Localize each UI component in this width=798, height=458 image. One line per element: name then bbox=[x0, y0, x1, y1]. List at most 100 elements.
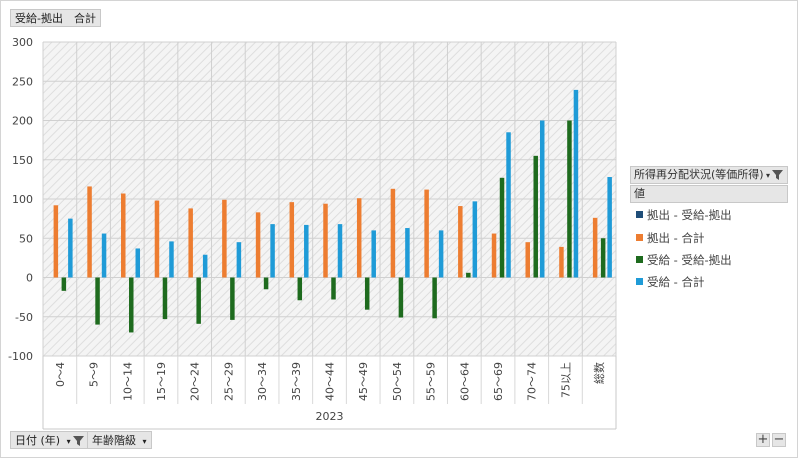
bar[interactable] bbox=[53, 205, 59, 278]
bar[interactable] bbox=[169, 241, 174, 278]
bar[interactable] bbox=[236, 242, 242, 278]
legend-values-button[interactable]: 値 bbox=[630, 185, 788, 203]
x-tick-label: 5～9 bbox=[88, 362, 101, 387]
legend-filter-icon[interactable]: ▾ bbox=[766, 167, 783, 184]
x-tick-label: 75以上 bbox=[559, 362, 572, 398]
bar[interactable] bbox=[121, 193, 126, 278]
bar[interactable] bbox=[539, 120, 545, 278]
legend-item[interactable]: 受給 - 合計 bbox=[636, 274, 704, 290]
minus-icon: − bbox=[773, 432, 785, 447]
x-tick-label: 55～59 bbox=[425, 362, 438, 401]
bar[interactable] bbox=[424, 189, 429, 278]
legend-swatch bbox=[636, 278, 643, 285]
y-tick-label: 250 bbox=[12, 75, 33, 88]
bar[interactable] bbox=[364, 277, 370, 310]
y-tick-label: -50 bbox=[15, 311, 33, 324]
legend-item-label: 拠出 - 受給-拠出 bbox=[647, 208, 732, 222]
legend-item[interactable]: 受給 - 受給-拠出 bbox=[636, 252, 732, 268]
bar[interactable] bbox=[222, 199, 227, 278]
bar[interactable] bbox=[68, 218, 73, 278]
zoom-in-button[interactable]: + bbox=[756, 433, 770, 447]
bar[interactable] bbox=[331, 277, 336, 300]
x-tick-label: 0～4 bbox=[54, 362, 67, 387]
bar[interactable] bbox=[101, 233, 107, 278]
bar[interactable] bbox=[188, 208, 193, 278]
bar[interactable] bbox=[337, 224, 343, 278]
date-year-filter-label: 日付 (年) bbox=[15, 434, 61, 447]
bar[interactable] bbox=[432, 277, 437, 319]
legend-values-label: 値 bbox=[634, 187, 645, 200]
bar[interactable] bbox=[95, 277, 100, 325]
zoom-out-button[interactable]: − bbox=[772, 433, 786, 447]
bar[interactable] bbox=[405, 228, 410, 278]
bar[interactable] bbox=[323, 203, 328, 278]
bar[interactable] bbox=[202, 254, 208, 278]
legend-field-button[interactable]: 所得再分配状況(等価所得) ▾ bbox=[630, 166, 788, 184]
chevron-down-icon: ▾ bbox=[66, 437, 71, 446]
bar[interactable] bbox=[466, 272, 471, 278]
x-tick-label: 65～69 bbox=[492, 362, 505, 401]
bar[interactable] bbox=[356, 198, 362, 278]
bar[interactable] bbox=[297, 277, 303, 301]
bar[interactable] bbox=[525, 242, 530, 278]
bar[interactable] bbox=[263, 277, 269, 290]
bar[interactable] bbox=[600, 238, 606, 278]
bar[interactable] bbox=[289, 202, 295, 278]
legend-swatch bbox=[636, 256, 643, 263]
age-group-filter-button[interactable]: 年齢階級 ▾ bbox=[87, 431, 152, 449]
bar[interactable] bbox=[61, 277, 67, 291]
bar[interactable] bbox=[304, 224, 309, 278]
bar[interactable] bbox=[607, 177, 612, 278]
bar[interactable] bbox=[154, 200, 160, 278]
legend-item[interactable]: 拠出 - 合計 bbox=[636, 230, 704, 246]
y-tick-label: 150 bbox=[12, 154, 33, 167]
bar[interactable] bbox=[499, 177, 505, 278]
x-tick-label: 35～39 bbox=[290, 362, 303, 401]
date-year-filter-button[interactable]: 日付 (年) ▾ bbox=[10, 431, 89, 449]
measure-field-button[interactable]: 受給-拠出 合計 bbox=[10, 9, 101, 27]
legend-field-label: 所得再分配状況(等価所得) bbox=[634, 168, 764, 181]
x-year-label: 2023 bbox=[316, 410, 344, 423]
plus-icon: + bbox=[757, 432, 769, 447]
bar[interactable] bbox=[129, 277, 134, 333]
y-tick-label: 200 bbox=[12, 115, 33, 128]
bar[interactable] bbox=[135, 248, 141, 278]
bar[interactable] bbox=[458, 206, 463, 278]
x-tick-label: 15～19 bbox=[155, 362, 168, 401]
bar[interactable] bbox=[87, 186, 92, 278]
x-tick-label: 30～34 bbox=[256, 362, 269, 401]
bar[interactable] bbox=[506, 132, 511, 278]
bar[interactable] bbox=[533, 155, 538, 278]
bar[interactable] bbox=[472, 201, 478, 278]
bar[interactable] bbox=[573, 89, 579, 278]
x-tick-label: 70～74 bbox=[526, 362, 539, 401]
bar[interactable] bbox=[390, 188, 396, 278]
bar[interactable] bbox=[270, 224, 275, 278]
age-group-filter-label: 年齢階級 bbox=[92, 434, 136, 447]
bar[interactable] bbox=[559, 246, 564, 278]
bar[interactable] bbox=[255, 212, 261, 278]
x-tick-label: 40～44 bbox=[324, 362, 337, 401]
y-tick-label: -100 bbox=[8, 350, 33, 363]
y-tick-label: 50 bbox=[19, 232, 33, 245]
legend-item-label: 受給 - 合計 bbox=[647, 275, 705, 289]
bar[interactable] bbox=[196, 277, 201, 324]
bar[interactable] bbox=[162, 277, 168, 320]
legend-item[interactable]: 拠出 - 受給-拠出 bbox=[636, 207, 732, 223]
filter-funnel-icon bbox=[72, 436, 84, 446]
y-tick-label: 100 bbox=[12, 193, 33, 206]
chevron-down-icon: ▾ bbox=[142, 437, 147, 446]
legend-item-label: 受給 - 受給-拠出 bbox=[647, 253, 732, 267]
y-tick-label: 300 bbox=[12, 36, 33, 49]
y-tick-label: 0 bbox=[26, 272, 33, 285]
x-tick-label: 総数 bbox=[592, 362, 606, 384]
bar[interactable] bbox=[230, 277, 235, 320]
bar[interactable] bbox=[371, 230, 376, 278]
measure-field-label: 受給-拠出 合計 bbox=[15, 12, 96, 25]
bar[interactable] bbox=[398, 277, 404, 318]
bar[interactable] bbox=[567, 120, 572, 278]
bar[interactable] bbox=[592, 217, 598, 278]
bar[interactable] bbox=[491, 233, 497, 278]
bar[interactable] bbox=[438, 230, 444, 278]
